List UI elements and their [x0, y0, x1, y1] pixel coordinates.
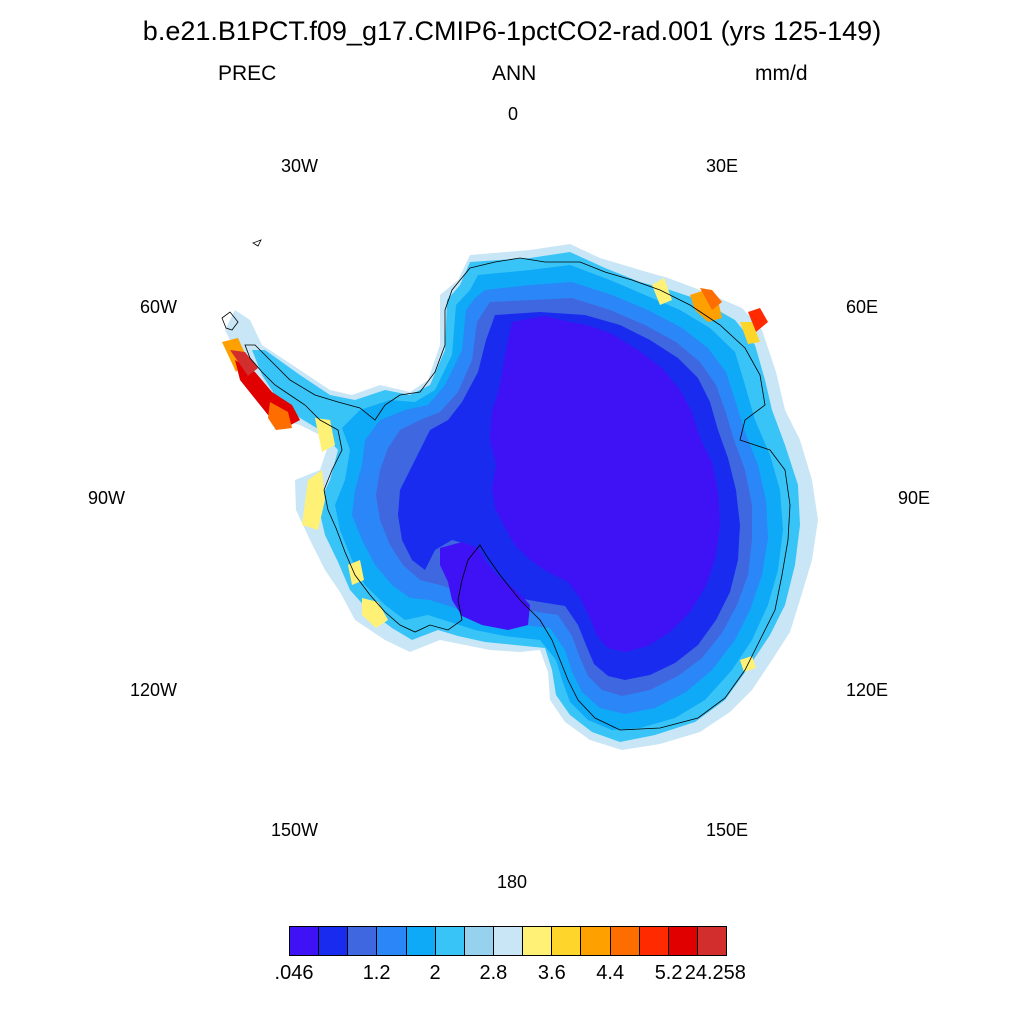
- colorbar-box-10: [581, 927, 611, 955]
- peninsula-yellow: [302, 470, 325, 530]
- variable-label: PREC: [218, 62, 277, 85]
- plot-title: b.e21.B1PCT.f09_g17.CMIP6-1pctCO2-rad.00…: [142, 16, 882, 46]
- coastline-peninsula-tip: [221, 311, 239, 331]
- lon-label-90w: 90W: [88, 488, 126, 508]
- lon-label-150e: 150E: [706, 820, 749, 840]
- lon-label-90e: 90E: [898, 488, 931, 508]
- colorbar-box-5: [435, 927, 465, 955]
- lon-label-180: 180: [497, 872, 528, 892]
- eastant-red: [700, 288, 722, 310]
- lon-label-120w: 120W: [130, 680, 178, 700]
- colorbar-label: 2: [429, 962, 441, 984]
- colorbar-box-3: [377, 927, 407, 955]
- colorbar-box-13: [668, 927, 698, 955]
- amundsen-yellow-2: [348, 560, 364, 585]
- colorbar-box-1: [319, 927, 349, 955]
- coastline-main: [244, 257, 791, 731]
- colorbar-box-0: [290, 927, 320, 955]
- peninsula-yellow-2: [315, 418, 335, 452]
- colorbar-box-12: [639, 927, 669, 955]
- colorbar-label: 5.2: [654, 962, 683, 984]
- colorbar-box-2: [348, 927, 378, 955]
- eastant-red-2: [748, 308, 768, 332]
- lon-label-30w: 30W: [281, 156, 319, 176]
- coastline: [221, 239, 791, 731]
- colorbar-label: .046: [274, 962, 314, 984]
- units-label: mm/d: [755, 62, 808, 85]
- amundsen-yellow: [362, 598, 388, 628]
- colorbar-label: 4.4: [596, 962, 625, 984]
- peninsula-darkred: [230, 350, 258, 376]
- eastant-yellow-2: [740, 322, 760, 344]
- eastant-yellow: [652, 278, 672, 305]
- season-label: ANN: [492, 62, 537, 85]
- colorbar-label: 2.8: [479, 962, 508, 984]
- colorbar-box-8: [523, 927, 553, 955]
- lon-label-60w: 60W: [140, 297, 178, 317]
- lon-label-150w: 150W: [271, 820, 319, 840]
- colorbar-box-11: [610, 927, 640, 955]
- colorbar-box-7: [493, 927, 524, 955]
- lon-label-120e: 120E: [846, 680, 889, 700]
- colorbar: [289, 926, 727, 956]
- lon-label-30e: 30E: [706, 156, 739, 176]
- colorbar-label: 24.258: [684, 962, 746, 984]
- colorbar-box-14: [697, 927, 727, 955]
- plateau-violet: [490, 316, 720, 652]
- colorbar-label: 1.2: [362, 962, 391, 984]
- precip-field: [222, 244, 818, 750]
- colorbar-label: 3.6: [537, 962, 566, 984]
- peninsula-orange-2: [268, 402, 292, 430]
- colorbar-box-9: [552, 927, 582, 955]
- colorbar-box-6: [464, 927, 494, 955]
- lon-label-0: 0: [508, 104, 519, 124]
- ross-violet: [440, 542, 530, 630]
- lon-label-60e: 60E: [846, 297, 879, 317]
- colorbar-box-4: [406, 927, 436, 955]
- south-georgia: [252, 239, 262, 247]
